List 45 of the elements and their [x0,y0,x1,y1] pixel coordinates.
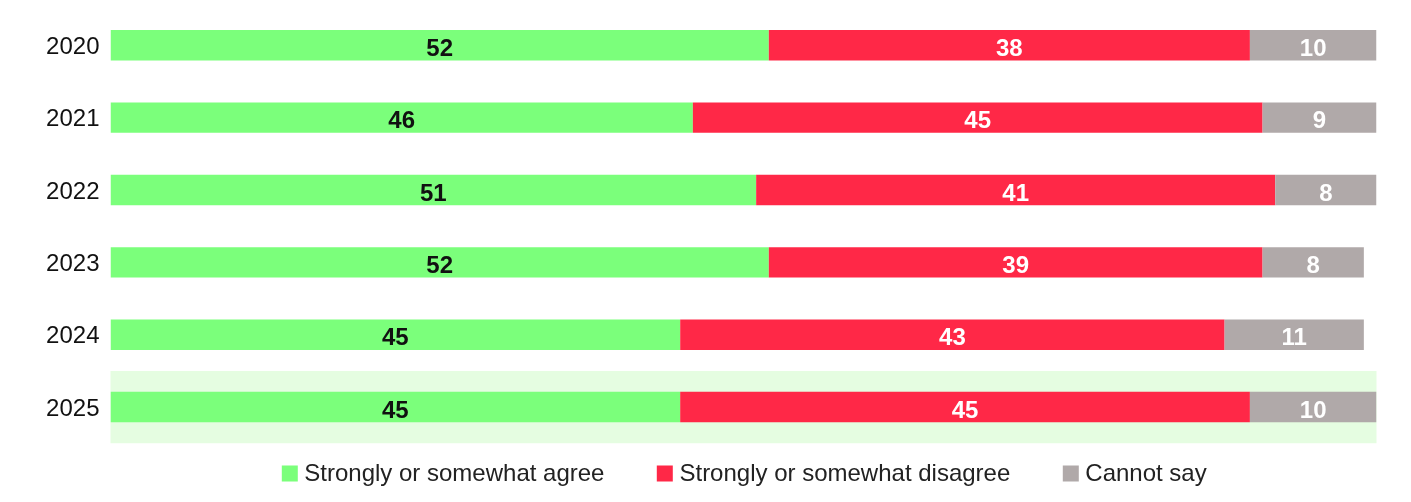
data-label: 39 [1002,250,1030,278]
data-label: 45 [951,395,979,423]
data-label: 52 [426,33,454,61]
bar [1275,174,1377,206]
data-label: 45 [382,323,409,351]
bar [110,102,693,133]
legend-label: Strongly or somewhat disagree [679,459,1011,487]
bar [756,174,1276,206]
bar [1249,30,1377,61]
y-tick-label: 2023 [46,248,100,276]
bar [680,391,1250,423]
bar [768,30,1250,61]
y-tick-label: 2020 [46,31,100,59]
bar [110,391,681,423]
bar [1262,102,1377,133]
bar [110,319,681,350]
data-label: 52 [426,250,454,278]
bar [110,247,769,278]
data-label: 10 [1299,33,1327,61]
data-label: 46 [388,106,416,134]
bar [692,102,1263,133]
bar [1249,391,1377,423]
bar [680,319,1225,350]
data-label: 45 [382,395,409,423]
data-label: 8 [1306,250,1320,278]
data-label: 11 [1281,323,1307,351]
legend-label: Strongly or somewhat agree [304,459,605,487]
bar [110,174,757,206]
y-tick-label: 2021 [46,104,100,132]
data-label: 38 [996,33,1023,61]
data-label: 43 [939,323,966,351]
data-label: 10 [1299,395,1327,423]
bar [1224,319,1364,350]
data-label: 45 [964,106,992,134]
legend-label: Cannot say [1085,459,1207,487]
bar [110,30,769,61]
bar [1262,247,1364,278]
data-label: 8 [1319,178,1333,206]
y-tick-label: 2022 [46,176,100,204]
y-tick-label: 2024 [46,321,100,349]
data-label: 41 [1002,178,1030,206]
y-tick-label: 2025 [46,393,100,421]
bar [768,247,1263,278]
data-label: 9 [1312,106,1327,134]
data-label: 51 [419,178,447,206]
